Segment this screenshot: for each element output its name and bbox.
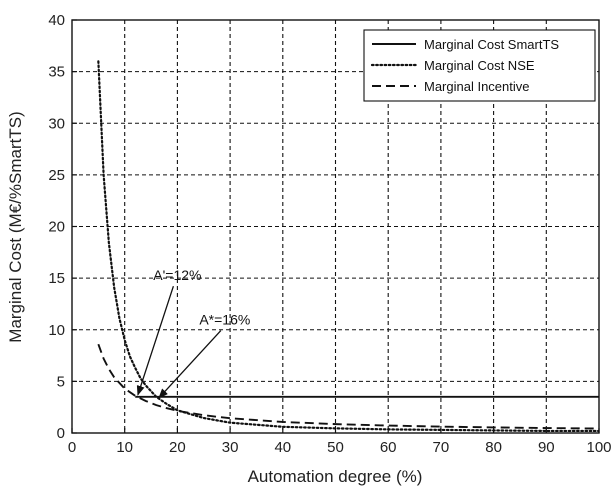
x-tick-label: 90 [538, 439, 555, 456]
y-tick-label: 0 [57, 425, 65, 442]
x-tick-label: 50 [327, 439, 344, 456]
x-tick-label: 10 [116, 439, 133, 456]
x-tick-label: 40 [274, 439, 291, 456]
x-tick-label: 80 [485, 439, 502, 456]
y-tick-label: 20 [48, 219, 65, 236]
y-tick-label: 15 [48, 270, 65, 287]
x-tick-label: 30 [222, 439, 239, 456]
y-tick-label: 25 [48, 167, 65, 184]
annotation-layer: A'=12% A*=16% [136, 267, 250, 399]
tick-layer: 0 10 20 30 40 50 60 70 80 90 100 0 5 10 15 20 25 30 35 40 [48, 12, 611, 456]
legend: Marginal Cost SmartTS Marginal Cost NSE Ma… [363, 29, 596, 102]
legend-label-1: Marginal Cost SmartTS [424, 37, 559, 52]
series-layer [97, 60, 599, 433]
annotation-label-1: A'=12% [153, 267, 201, 283]
legend-label-3: Marginal Incentive [424, 79, 530, 94]
x-tick-label: 20 [169, 439, 186, 456]
y-tick-label: 5 [57, 373, 65, 390]
y-tick-label: 30 [48, 115, 65, 132]
x-axis-title: Automation degree (%) [248, 467, 423, 486]
x-tick-label: 60 [380, 439, 397, 456]
legend-label-2: Marginal Cost NSE [424, 58, 535, 73]
y-tick-label: 10 [48, 322, 65, 339]
annotation-arrow-1 [136, 285, 175, 396]
x-tick-label: 70 [433, 439, 450, 456]
series-line-3 [97, 343, 599, 430]
annotation-label-2: A*=16% [199, 312, 250, 328]
series-line-2 [97, 60, 599, 433]
y-axis-title: Marginal Cost (M€/%SmartTS) [6, 111, 25, 342]
x-tick-label: 0 [68, 439, 76, 456]
x-tick-label: 100 [586, 439, 611, 456]
y-tick-label: 35 [48, 64, 65, 81]
annotation-arrow-2 [158, 330, 222, 399]
y-tick-label: 40 [48, 12, 65, 29]
